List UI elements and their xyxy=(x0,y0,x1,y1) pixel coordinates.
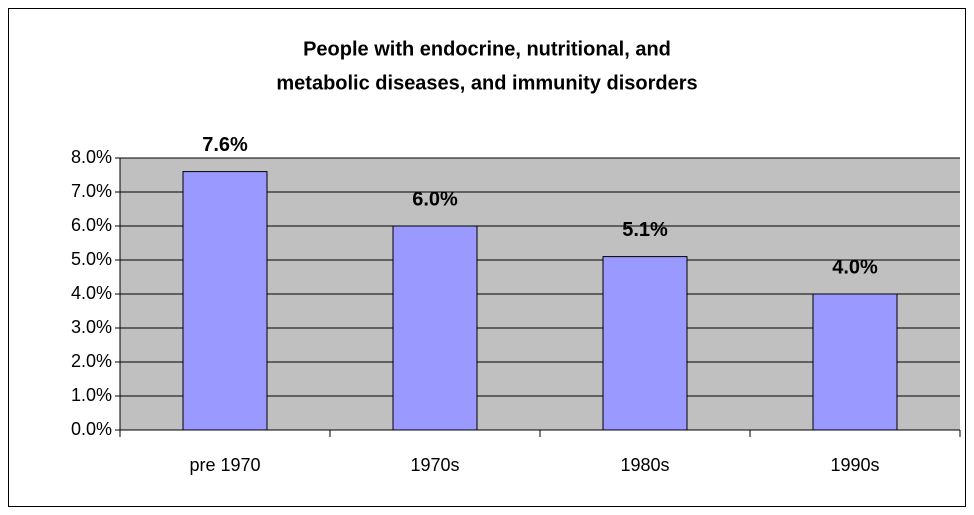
bar xyxy=(392,225,478,431)
bar xyxy=(812,293,898,431)
y-tick-label: 1.0% xyxy=(71,385,112,405)
x-tick-label: 1990s xyxy=(830,455,879,475)
y-tick-label: 2.0% xyxy=(71,351,112,371)
value-label: 5.1% xyxy=(622,219,668,241)
y-tick-label: 3.0% xyxy=(71,317,112,337)
y-tick-label: 8.0% xyxy=(71,147,112,167)
value-label: 7.6% xyxy=(202,134,248,156)
value-label: 4.0% xyxy=(832,256,878,278)
chart-title: People with endocrine, nutritional, and xyxy=(303,38,671,60)
value-label: 6.0% xyxy=(412,188,458,210)
x-tick-label: pre 1970 xyxy=(189,455,260,475)
x-tick-label: 1980s xyxy=(620,455,669,475)
y-tick-label: 6.0% xyxy=(71,215,112,235)
chart-title: metabolic diseases, and immunity disorde… xyxy=(276,72,697,94)
y-tick-label: 4.0% xyxy=(71,283,112,303)
bar xyxy=(182,171,268,431)
x-tick-label: 1970s xyxy=(410,455,459,475)
y-tick-label: 0.0% xyxy=(71,419,112,439)
y-tick-label: 7.0% xyxy=(71,181,112,201)
bar xyxy=(602,256,688,431)
y-tick-label: 5.0% xyxy=(71,249,112,269)
